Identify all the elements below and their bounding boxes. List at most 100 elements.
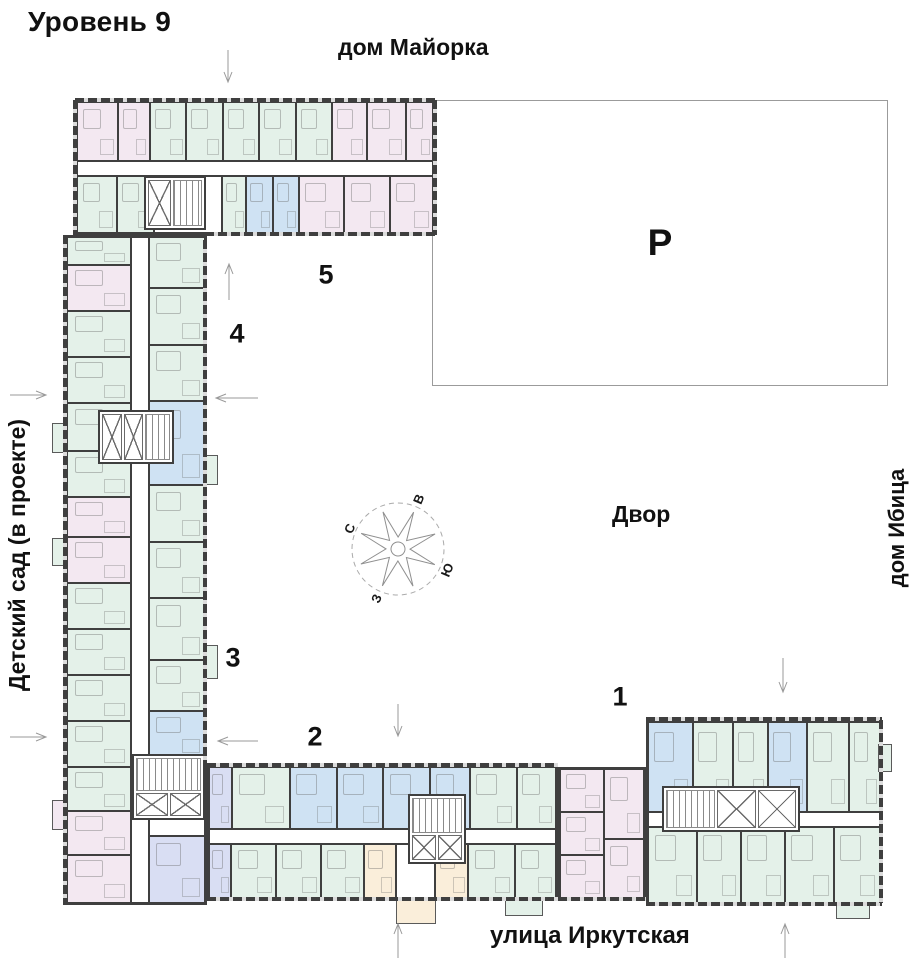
apartment-unit-pink	[119, 103, 149, 160]
elevator-pair	[412, 834, 462, 860]
apartment-unit-blue	[273, 177, 299, 232]
apartment-unit-green	[277, 845, 320, 897]
parking-label: P	[647, 222, 673, 263]
corridor	[78, 162, 432, 175]
label-house-mallorca: дом Майорка	[338, 34, 489, 60]
elevator-shaft	[136, 792, 168, 816]
apartment-unit-green	[834, 828, 879, 902]
compass-rose-icon: С В Ю З	[341, 492, 457, 605]
parking-area: P	[432, 100, 888, 386]
apartment-unit-green	[232, 845, 276, 897]
apartment-unit-green	[68, 357, 130, 402]
window-ticks	[879, 720, 883, 903]
apartment-unit-green	[296, 103, 331, 160]
compass-west-label: З	[368, 592, 385, 605]
apartment-unit-pink	[68, 265, 130, 310]
apartment-unit-green	[68, 311, 130, 356]
elevator-shaft	[148, 180, 171, 226]
compass-east-label: В	[410, 492, 427, 507]
apartment-unit-pink	[300, 177, 344, 232]
elevator-stair-core	[408, 794, 466, 864]
stairs	[666, 790, 716, 828]
unit-row	[78, 103, 433, 160]
compass-south-label: Ю	[438, 561, 457, 579]
apartment-unit-pink	[68, 811, 130, 854]
apartment-unit-pink	[332, 103, 366, 160]
window-ticks	[433, 100, 437, 235]
apartment-unit-pink	[605, 770, 643, 839]
apartment-unit-lav	[210, 768, 231, 828]
apartment-unit-lav	[210, 845, 231, 897]
apartment-unit-pink	[68, 498, 130, 536]
apartment-unit-blue	[337, 768, 383, 828]
apartment-unit-pink	[68, 537, 130, 582]
apartment-unit-green	[232, 768, 289, 828]
apartment-unit-green	[150, 542, 204, 598]
elevator-shaft	[717, 790, 756, 828]
window-ticks	[207, 897, 558, 901]
apartment-unit-pink	[345, 177, 389, 232]
unit-row	[649, 828, 879, 902]
unit-row	[210, 845, 555, 897]
apartment-unit-green	[470, 768, 516, 828]
apartment-unit-green	[68, 238, 130, 264]
window-ticks	[75, 98, 435, 102]
stairs	[412, 798, 462, 833]
apartment-unit-green	[222, 177, 246, 232]
apartment-unit-green	[150, 238, 204, 288]
apartment-unit-blue	[150, 712, 204, 757]
corridor	[132, 238, 148, 902]
window-ticks	[205, 232, 435, 236]
apartment-unit-green	[260, 103, 295, 160]
apartment-unit-green	[68, 721, 130, 767]
apartment-unit-green	[697, 828, 740, 902]
apartment-unit-blue	[290, 768, 336, 828]
apartment-unit-green	[807, 723, 849, 811]
unit-row	[150, 238, 204, 902]
elevator-pair	[136, 792, 201, 816]
apartment-unit-green	[150, 289, 204, 344]
corridor	[210, 830, 555, 843]
apartment-unit-pink	[561, 770, 603, 811]
page-title: Уровень 9	[28, 6, 172, 37]
elevator-stair-core	[144, 176, 206, 230]
apartment-unit-green	[78, 177, 116, 232]
stairs	[172, 180, 202, 226]
apartment-unit-orange	[364, 845, 395, 897]
apartment-unit-green	[68, 675, 130, 720]
apartment-unit-green	[150, 599, 204, 660]
section-number-5: 5	[318, 259, 334, 290]
window-ticks	[558, 897, 646, 901]
section-number-4: 4	[229, 318, 245, 349]
section-number-3: 3	[225, 642, 241, 673]
apartment-unit-green	[150, 345, 204, 401]
section-number-1: 1	[612, 681, 628, 712]
apartment-unit-pink	[561, 813, 603, 854]
apartment-unit-green	[850, 723, 879, 811]
window-ticks	[646, 717, 882, 721]
elevator-shaft	[757, 790, 796, 828]
apartment-unit-lav	[150, 836, 204, 902]
apartment-unit-green	[517, 768, 555, 828]
apartment-unit-pink	[367, 103, 406, 160]
window-ticks	[207, 763, 558, 767]
compass-north-label: С	[341, 521, 359, 536]
apartment-unit-pink	[390, 177, 432, 232]
label-courtyard: Двор	[612, 501, 671, 527]
apartment-unit-green	[187, 103, 222, 160]
unit-row	[78, 177, 432, 232]
apartment-unit-green	[68, 583, 130, 628]
apartment-unit-blue	[247, 177, 272, 232]
stairs	[145, 414, 170, 460]
apartment-unit-green	[150, 103, 186, 160]
unit-row	[561, 770, 603, 897]
apartment-unit-green	[321, 845, 363, 897]
window-ticks	[646, 902, 882, 906]
elevator-shaft	[412, 834, 436, 860]
elevator-shaft	[169, 792, 201, 816]
wing-top	[75, 100, 435, 235]
unit-row	[68, 238, 130, 903]
elevator-stair-core	[662, 786, 800, 832]
apartment-unit-pink	[561, 856, 603, 897]
